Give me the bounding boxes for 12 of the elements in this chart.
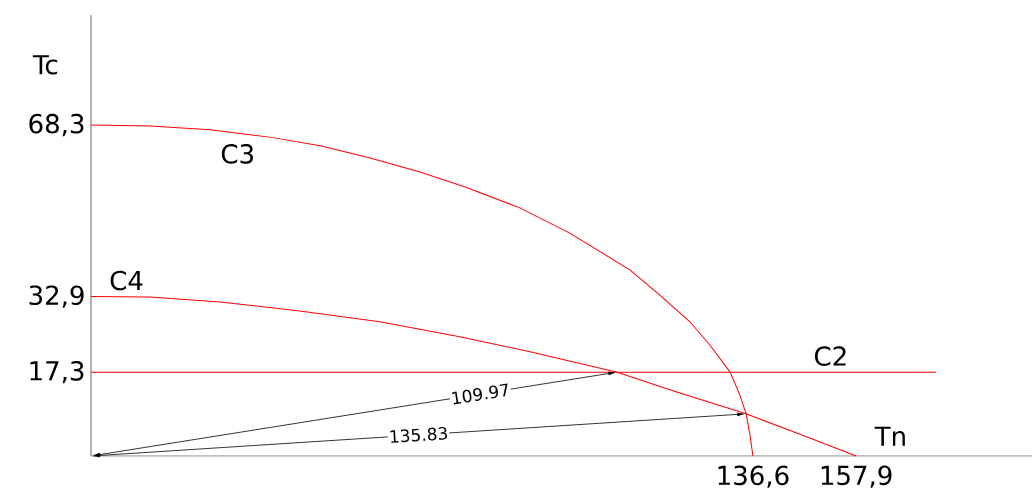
y-tick-label: 17,3 xyxy=(30,360,84,384)
series-label: C4 xyxy=(110,270,143,291)
y-axis-title: Tc xyxy=(32,55,58,75)
annotation: 135.83 xyxy=(390,426,448,443)
y-tick-label: 32,9 xyxy=(29,285,84,308)
y-tick-label: 68,3 xyxy=(29,113,84,137)
x-tick-label: 157,9 xyxy=(821,465,892,488)
series-label: C3 xyxy=(221,144,254,164)
series-label: C2 xyxy=(814,346,846,366)
x-tick-label: 136,6 xyxy=(718,465,789,488)
x-axis-title: Tn xyxy=(874,426,905,446)
annotation: 109.97 xyxy=(452,383,508,405)
